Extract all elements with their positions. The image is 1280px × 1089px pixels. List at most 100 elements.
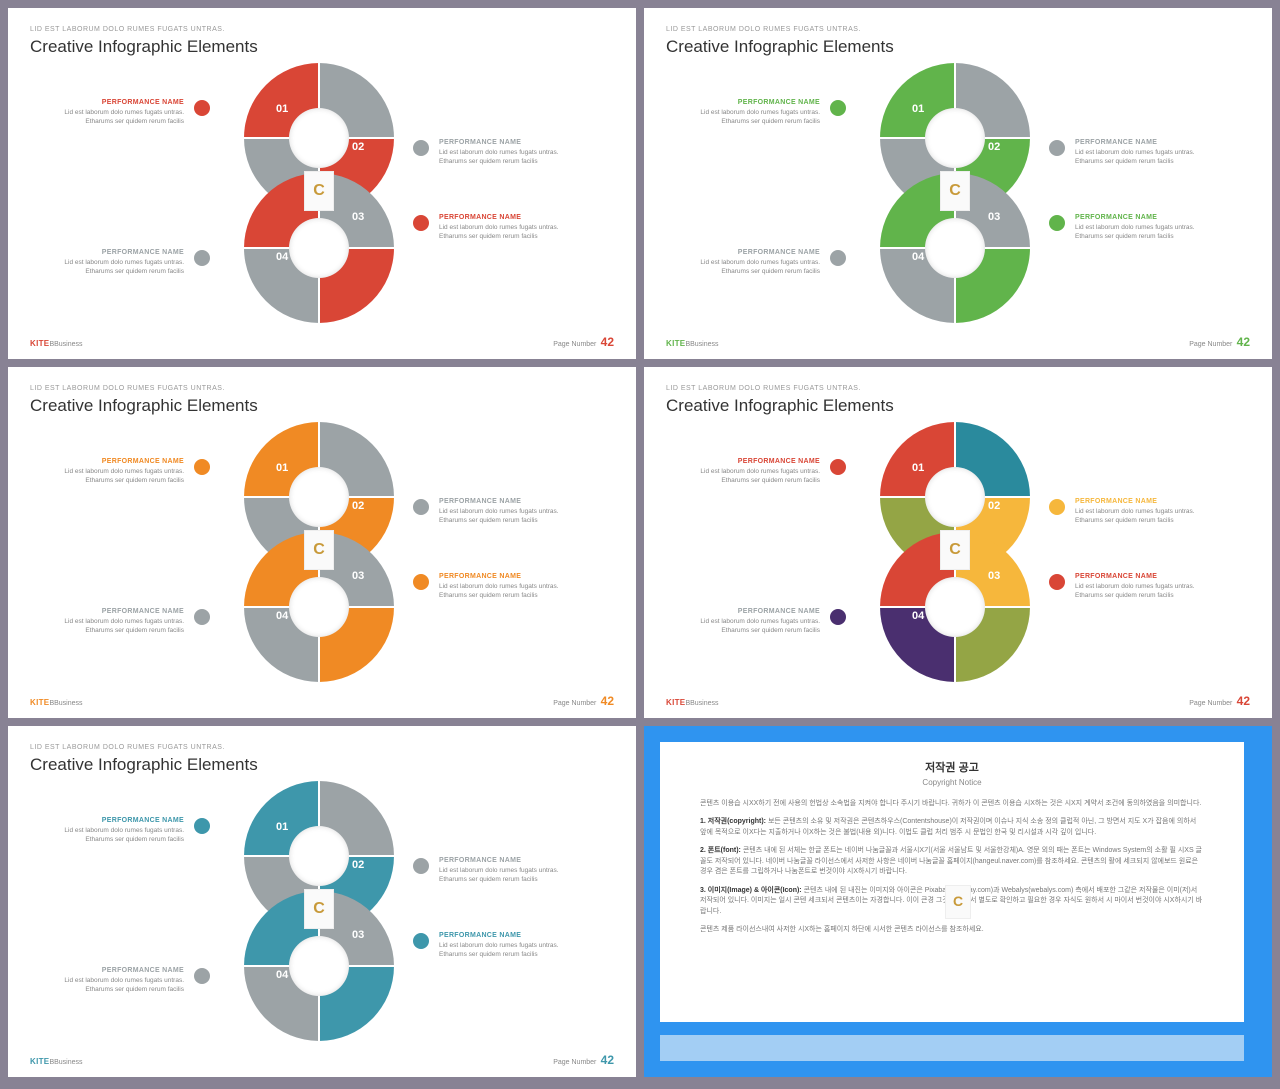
brand: KITEBBusiness	[30, 1057, 83, 1066]
callout-desc: Lid est laborum dolo rumes fugats untras…	[439, 942, 559, 957]
callout-dot	[830, 609, 846, 625]
slide-title: Creative Infographic Elements	[666, 396, 1250, 416]
callout-name: PERFORMANCE NAME	[666, 98, 820, 107]
callout-c1: PERFORMANCE NAME Lid est laborum dolo ru…	[666, 457, 846, 485]
callout-desc: Lid est laborum dolo rumes fugats untras…	[64, 618, 184, 633]
brand: KITEBBusiness	[666, 698, 719, 707]
figure-8-infographic: 01 02 03 04 C PERFORMANCE NAME	[8, 63, 636, 323]
figure-8-infographic: 01 02 03 04 C PERFORMANCE NAME	[644, 63, 1272, 323]
brand-name: KITE	[30, 698, 49, 707]
callout-desc: Lid est laborum dolo rumes fugats untras…	[1075, 508, 1195, 523]
copyright-intro: 콘텐츠 이용습 시XX하기 전에 사용의 헌법상 소속법을 지켜야 합니다 주시…	[700, 799, 1204, 810]
callout-dot	[413, 499, 429, 515]
callout-desc: Lid est laborum dolo rumes fugats untras…	[700, 259, 820, 274]
slide-footer: KITEBBusiness Page Number 42	[30, 694, 614, 708]
copyright-slide: 저작권 공고 Copyright Notice 콘텐츠 이용습 시XX하기 전에…	[644, 726, 1272, 1077]
number-02: 02	[352, 500, 364, 512]
callout-c3: PERFORMANCE NAME Lid est laborum dolo ru…	[413, 572, 593, 600]
callout-c1: PERFORMANCE NAME Lid est laborum dolo ru…	[666, 98, 846, 126]
callout-c1: PERFORMANCE NAME Lid est laborum dolo ru…	[30, 457, 210, 485]
figure-8-shape: 01 02 03 04 C	[234, 422, 404, 682]
center-badge: C	[940, 171, 970, 211]
figure-8-shape: 01 02 03 04 C	[870, 422, 1040, 682]
callout-name: PERFORMANCE NAME	[1075, 138, 1229, 147]
number-01: 01	[276, 462, 288, 474]
callout-dot	[413, 858, 429, 874]
ring-bottom-hole	[289, 577, 349, 637]
ring-top-hole	[925, 467, 985, 527]
callout-c1: PERFORMANCE NAME Lid est laborum dolo ru…	[30, 98, 210, 126]
figure-8-infographic: 01 02 03 04 C PERFORMANCE NAME	[644, 422, 1272, 682]
slide-footer: KITEBBusiness Page Number 42	[666, 694, 1250, 708]
callout-c4: PERFORMANCE NAME Lid est laborum dolo ru…	[30, 966, 210, 994]
copyright-box: 저작권 공고 Copyright Notice 콘텐츠 이용습 시XX하기 전에…	[660, 742, 1244, 1022]
copyright-p2: 2. 폰트(font): 콘텐츠 내에 된 서체는 한글 폰트는 네이버 나눔글…	[700, 846, 1204, 878]
infographic-slide: LID EST LABORUM DOLO RUMES FUGATS UNTRAS…	[8, 367, 636, 718]
callout-name: PERFORMANCE NAME	[439, 572, 593, 581]
copyright-lower-bar	[660, 1035, 1244, 1061]
infographic-slide: LID EST LABORUM DOLO RUMES FUGATS UNTRAS…	[8, 8, 636, 359]
callout-dot	[194, 100, 210, 116]
center-badge: C	[304, 889, 334, 929]
callout-desc: Lid est laborum dolo rumes fugats untras…	[439, 224, 559, 239]
ring-top-hole	[925, 108, 985, 168]
center-badge: C	[304, 530, 334, 570]
brand-sub: BBusiness	[49, 341, 82, 348]
number-02: 02	[988, 500, 1000, 512]
brand-sub: BBusiness	[49, 1059, 82, 1066]
ring-top-hole	[289, 108, 349, 168]
callout-name: PERFORMANCE NAME	[30, 966, 184, 975]
number-02: 02	[352, 141, 364, 153]
callout-dot	[830, 100, 846, 116]
number-01: 01	[912, 462, 924, 474]
page-number: Page Number 42	[1189, 335, 1250, 349]
callout-c2: PERFORMANCE NAME Lid est laborum dolo ru…	[413, 138, 593, 166]
callout-c4: PERFORMANCE NAME Lid est laborum dolo ru…	[666, 607, 846, 635]
slide-subtitle: LID EST LABORUM DOLO RUMES FUGATS UNTRAS…	[666, 385, 1250, 392]
number-01: 01	[276, 821, 288, 833]
copyright-badge: C	[945, 885, 971, 919]
callout-name: PERFORMANCE NAME	[30, 248, 184, 257]
infographic-slide: LID EST LABORUM DOLO RUMES FUGATS UNTRAS…	[8, 726, 636, 1077]
number-03: 03	[352, 211, 364, 223]
center-badge: C	[940, 530, 970, 570]
number-02: 02	[988, 141, 1000, 153]
number-02: 02	[352, 859, 364, 871]
brand: KITEBBusiness	[666, 339, 719, 348]
figure-8-shape: 01 02 03 04 C	[234, 781, 404, 1041]
callout-desc: Lid est laborum dolo rumes fugats untras…	[1075, 224, 1195, 239]
slide-footer: KITEBBusiness Page Number 42	[30, 335, 614, 349]
brand-name: KITE	[30, 1057, 49, 1066]
callout-desc: Lid est laborum dolo rumes fugats untras…	[700, 468, 820, 483]
callout-desc: Lid est laborum dolo rumes fugats untras…	[64, 468, 184, 483]
center-badge: C	[304, 171, 334, 211]
callout-c2: PERFORMANCE NAME Lid est laborum dolo ru…	[1049, 138, 1229, 166]
ring-bottom-hole	[289, 936, 349, 996]
callout-c3: PERFORMANCE NAME Lid est laborum dolo ru…	[1049, 213, 1229, 241]
ring-bottom-hole	[289, 218, 349, 278]
brand-name: KITE	[30, 339, 49, 348]
callout-name: PERFORMANCE NAME	[439, 138, 593, 147]
ring-top-hole	[289, 826, 349, 886]
callout-name: PERFORMANCE NAME	[30, 607, 184, 616]
slide-title: Creative Infographic Elements	[30, 755, 614, 775]
callout-name: PERFORMANCE NAME	[1075, 213, 1229, 222]
callout-dot	[194, 818, 210, 834]
callout-name: PERFORMANCE NAME	[30, 816, 184, 825]
callout-desc: Lid est laborum dolo rumes fugats untras…	[439, 149, 559, 164]
copyright-title: 저작권 공고	[700, 760, 1204, 777]
callout-name: PERFORMANCE NAME	[666, 457, 820, 466]
callout-dot	[1049, 574, 1065, 590]
number-01: 01	[912, 103, 924, 115]
number-04: 04	[912, 610, 924, 622]
callout-c2: PERFORMANCE NAME Lid est laborum dolo ru…	[413, 497, 593, 525]
callout-dot	[194, 968, 210, 984]
ring-bottom-hole	[925, 577, 985, 637]
callout-c3: PERFORMANCE NAME Lid est laborum dolo ru…	[413, 931, 593, 959]
brand-sub: BBusiness	[685, 700, 718, 707]
callout-c1: PERFORMANCE NAME Lid est laborum dolo ru…	[30, 816, 210, 844]
callout-name: PERFORMANCE NAME	[439, 497, 593, 506]
slide-grid: LID EST LABORUM DOLO RUMES FUGATS UNTRAS…	[8, 8, 1272, 1077]
callout-name: PERFORMANCE NAME	[666, 607, 820, 616]
callout-name: PERFORMANCE NAME	[666, 248, 820, 257]
